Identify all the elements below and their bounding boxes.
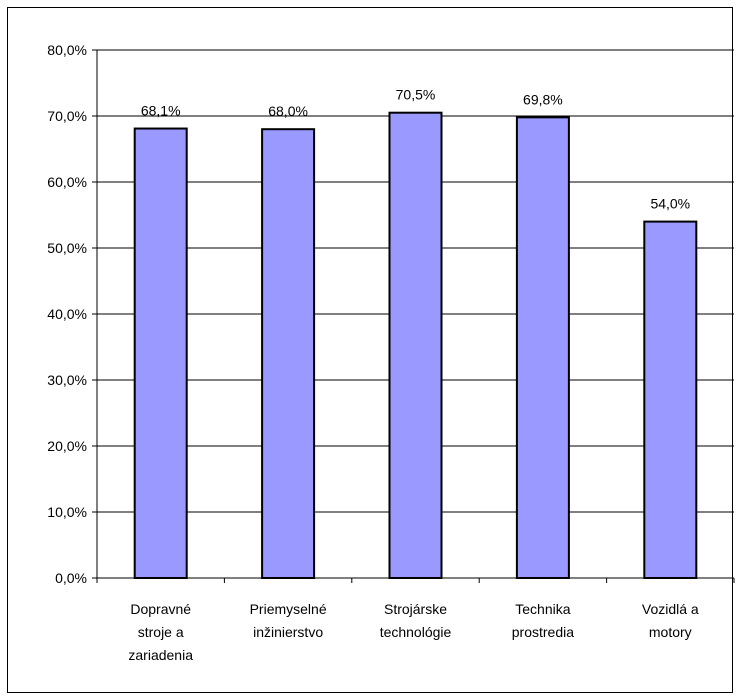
y-tick-label: 70,0% bbox=[47, 108, 87, 124]
y-tick-label: 20,0% bbox=[47, 438, 87, 454]
bar bbox=[643, 220, 698, 579]
data-label: 68,0% bbox=[268, 103, 308, 119]
data-label: 69,8% bbox=[523, 91, 563, 107]
x-tick-label: Strojárske bbox=[384, 601, 447, 617]
bar bbox=[388, 111, 443, 579]
y-tick-label: 80,0% bbox=[47, 42, 87, 58]
data-label: 68,1% bbox=[141, 103, 181, 119]
bar bbox=[133, 127, 188, 579]
x-tick-label: inžinierstvo bbox=[253, 624, 323, 640]
x-tick-label: Priemyselné bbox=[250, 601, 327, 617]
x-tick-label: Vozidlá a bbox=[642, 601, 699, 617]
y-tick-label: 60,0% bbox=[47, 174, 87, 190]
x-tick-label: technológie bbox=[380, 624, 452, 640]
data-label: 54,0% bbox=[650, 196, 690, 212]
y-tick-label: 50,0% bbox=[47, 240, 87, 256]
bar bbox=[515, 116, 570, 579]
x-tick-label: zariadenia bbox=[128, 647, 193, 663]
x-tick-label: prostredia bbox=[512, 624, 574, 640]
chart-frame bbox=[7, 7, 733, 693]
x-tick-label: stroje a bbox=[138, 624, 184, 640]
x-tick-label: Dopravné bbox=[130, 601, 191, 617]
y-tick-label: 40,0% bbox=[47, 306, 87, 322]
bar bbox=[261, 128, 316, 579]
y-tick-label: 30,0% bbox=[47, 372, 87, 388]
y-tick-label: 0,0% bbox=[55, 570, 87, 586]
data-label: 70,5% bbox=[396, 87, 436, 103]
x-tick-label: Technika bbox=[515, 601, 570, 617]
y-tick-label: 10,0% bbox=[47, 504, 87, 520]
x-tick-label: motory bbox=[649, 624, 692, 640]
